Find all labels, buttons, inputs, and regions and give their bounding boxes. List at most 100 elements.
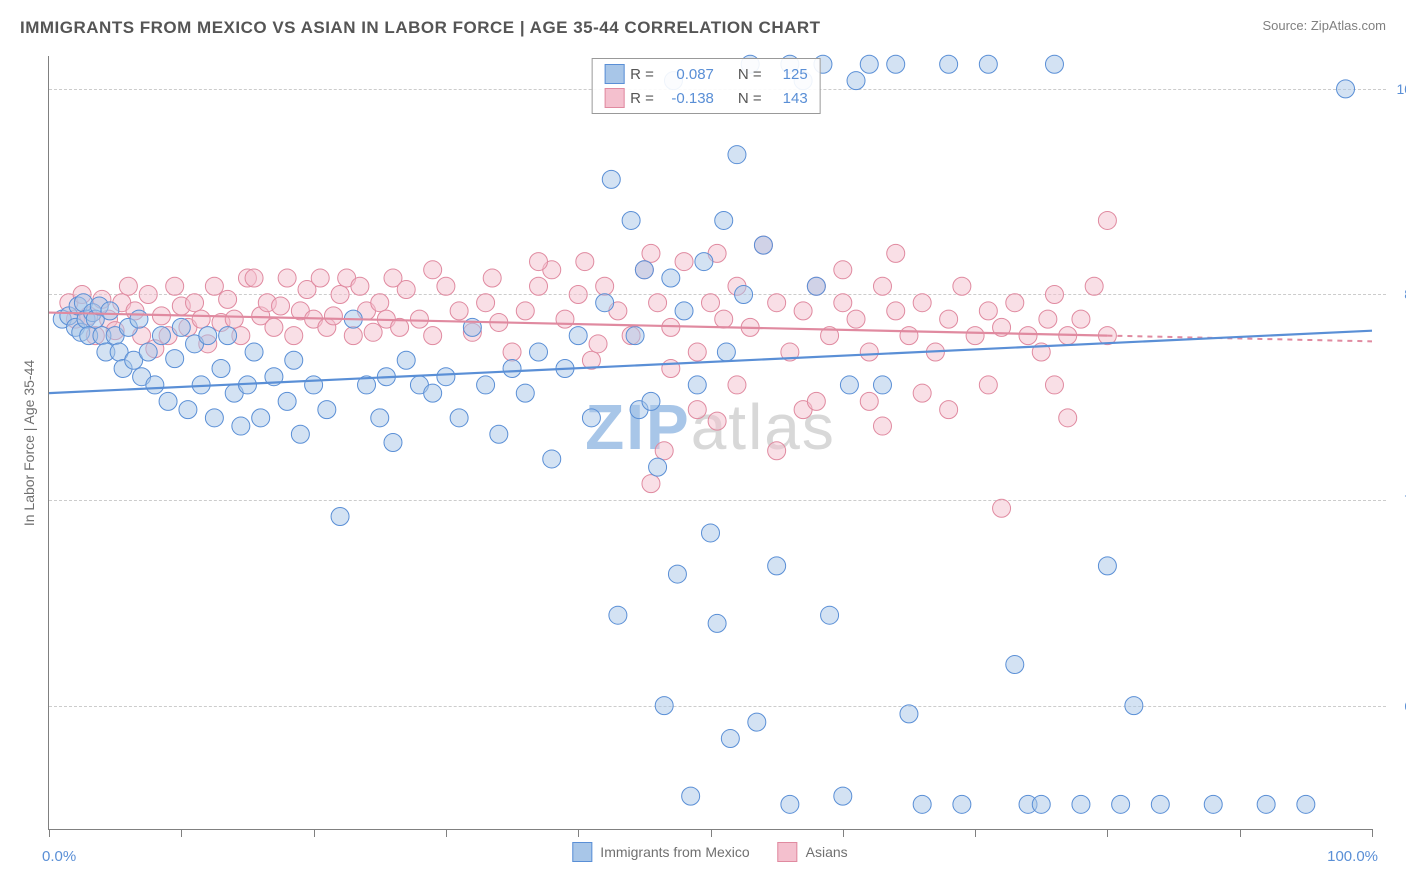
data-point-asian: [860, 343, 878, 361]
data-point-mexico: [834, 787, 852, 805]
chart-plot-area: ZIPatlas In Labor Force | Age 35-44 62.5…: [48, 56, 1372, 830]
data-point-mexico: [688, 376, 706, 394]
n-label: N =: [738, 66, 762, 83]
data-point-mexico: [735, 285, 753, 303]
data-point-asian: [556, 310, 574, 328]
data-point-asian: [530, 253, 548, 271]
data-point-asian: [708, 412, 726, 430]
data-point-asian: [873, 277, 891, 295]
data-point-asian: [940, 310, 958, 328]
data-point-mexico: [172, 318, 190, 336]
data-point-mexico: [152, 327, 170, 345]
data-point-mexico: [1045, 55, 1063, 73]
data-point-mexico: [953, 795, 971, 813]
data-point-mexico: [252, 409, 270, 427]
data-point-asian: [278, 269, 296, 287]
data-point-mexico: [682, 787, 700, 805]
data-point-asian: [979, 302, 997, 320]
data-point-mexico: [371, 409, 389, 427]
legend-label-mexico: Immigrants from Mexico: [600, 844, 749, 860]
data-point-mexico: [840, 376, 858, 394]
data-point-mexico: [1151, 795, 1169, 813]
data-point-asian: [860, 392, 878, 410]
data-point-asian: [530, 277, 548, 295]
data-point-asian: [344, 327, 362, 345]
data-point-mexico: [768, 557, 786, 575]
data-point-mexico: [1098, 557, 1116, 575]
data-point-asian: [596, 277, 614, 295]
data-point-asian: [437, 277, 455, 295]
data-point-asian: [410, 310, 428, 328]
data-point-mexico: [913, 795, 931, 813]
data-point-asian: [424, 261, 442, 279]
data-point-mexico: [543, 450, 561, 468]
data-point-asian: [331, 285, 349, 303]
data-point-mexico: [847, 72, 865, 90]
data-point-mexico: [900, 705, 918, 723]
x-axis-end: 100.0%: [1327, 848, 1378, 865]
data-point-mexico: [1112, 795, 1130, 813]
series-legend: Immigrants from Mexico Asians: [572, 842, 847, 862]
correlation-legend: R = 0.087 N = 125 R = -0.138 N = 143: [591, 58, 821, 114]
legend-swatch-mexico-btm: [572, 842, 592, 862]
data-point-mexico: [291, 425, 309, 443]
data-point-mexico: [596, 294, 614, 312]
scatter-svg: [49, 56, 1372, 829]
data-point-mexico: [655, 697, 673, 715]
data-point-mexico: [212, 359, 230, 377]
data-point-mexico: [754, 236, 772, 254]
data-point-mexico: [1257, 795, 1275, 813]
r-label: R =: [630, 66, 654, 83]
data-point-mexico: [245, 343, 263, 361]
data-point-mexico: [1297, 795, 1315, 813]
data-point-asian: [477, 294, 495, 312]
data-point-mexico: [199, 327, 217, 345]
legend-swatch-mexico: [604, 64, 624, 84]
data-point-asian: [715, 310, 733, 328]
data-point-asian: [649, 294, 667, 312]
data-point-mexico: [130, 310, 148, 328]
legend-row-mexico: R = 0.087 N = 125: [602, 62, 810, 86]
data-point-mexico: [318, 401, 336, 419]
data-point-asian: [272, 297, 290, 315]
data-point-asian: [642, 475, 660, 493]
data-point-asian: [702, 294, 720, 312]
data-point-mexico: [649, 458, 667, 476]
data-point-asian: [516, 302, 534, 320]
data-point-mexico: [860, 55, 878, 73]
data-point-asian: [219, 290, 237, 308]
data-point-mexico: [166, 350, 184, 368]
data-point-asian: [662, 359, 680, 377]
data-point-mexico: [305, 376, 323, 394]
r-value-asian: -0.138: [660, 90, 714, 107]
data-point-mexico: [940, 55, 958, 73]
data-point-asian: [807, 392, 825, 410]
data-point-mexico: [232, 417, 250, 435]
data-point-mexico: [146, 376, 164, 394]
data-point-asian: [728, 376, 746, 394]
data-point-mexico: [887, 55, 905, 73]
data-point-asian: [768, 294, 786, 312]
data-point-mexico: [873, 376, 891, 394]
data-point-asian: [576, 253, 594, 271]
data-point-asian: [688, 343, 706, 361]
data-point-asian: [913, 384, 931, 402]
data-point-asian: [979, 376, 997, 394]
data-point-asian: [655, 442, 673, 460]
data-point-asian: [245, 269, 263, 287]
data-point-mexico: [205, 409, 223, 427]
data-point-asian: [351, 277, 369, 295]
data-point-mexico: [331, 508, 349, 526]
data-point-mexico: [708, 614, 726, 632]
data-point-mexico: [1204, 795, 1222, 813]
data-point-mexico: [397, 351, 415, 369]
data-point-mexico: [477, 376, 495, 394]
data-point-asian: [1019, 327, 1037, 345]
data-point-asian: [993, 499, 1011, 517]
data-point-asian: [642, 244, 660, 262]
data-point-asian: [688, 401, 706, 419]
data-point-mexico: [1072, 795, 1090, 813]
data-point-mexico: [602, 170, 620, 188]
data-point-mexico: [662, 269, 680, 287]
data-point-mexico: [179, 401, 197, 419]
